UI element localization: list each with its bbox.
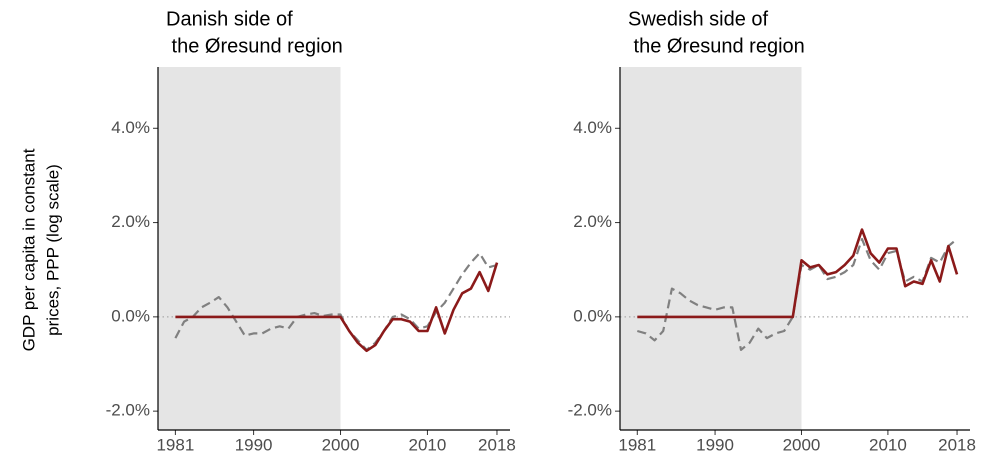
y-axis-label: GDP per capita in constant prices, PPP (… — [19, 148, 62, 351]
y-tick-label: 0.0% — [573, 306, 612, 325]
series-line — [175, 262, 499, 353]
shaded-region — [620, 67, 802, 430]
x-tick-label: 2000 — [322, 435, 360, 454]
x-tick-label: 2000 — [783, 435, 821, 454]
shaded-region — [158, 67, 341, 430]
y-tick-label: -2.0% — [106, 401, 150, 420]
y-axis-label-line: GDP per capita in constant — [19, 148, 38, 351]
x-tick-label: 2010 — [409, 435, 447, 454]
x-tick-label: 2010 — [869, 435, 907, 454]
chart-title: the Øresund region — [166, 35, 343, 57]
y-tick-label: 2.0% — [573, 212, 612, 231]
y-axis-label-line: prices, PPP (log scale) — [43, 164, 62, 336]
y-tick-label: 0.0% — [111, 306, 150, 325]
x-tick-label: 1990 — [235, 435, 273, 454]
x-tick-label: 1981 — [618, 435, 656, 454]
series-line — [637, 228, 959, 319]
y-tick-label: 4.0% — [573, 118, 612, 137]
x-tick-label: 1990 — [696, 435, 734, 454]
y-tick-label: 4.0% — [111, 118, 150, 137]
series-line — [174, 252, 498, 351]
y-tick-label: -2.0% — [568, 401, 612, 420]
chart-title: the Øresund region — [628, 35, 805, 57]
chart-title: Swedish side of — [628, 8, 769, 30]
y-tick-label: 2.0% — [111, 212, 150, 231]
x-tick-label: 1981 — [156, 435, 194, 454]
chart-title: Danish side of — [166, 8, 293, 30]
x-tick-label: 2018 — [938, 435, 976, 454]
x-tick-label: 2018 — [478, 435, 516, 454]
